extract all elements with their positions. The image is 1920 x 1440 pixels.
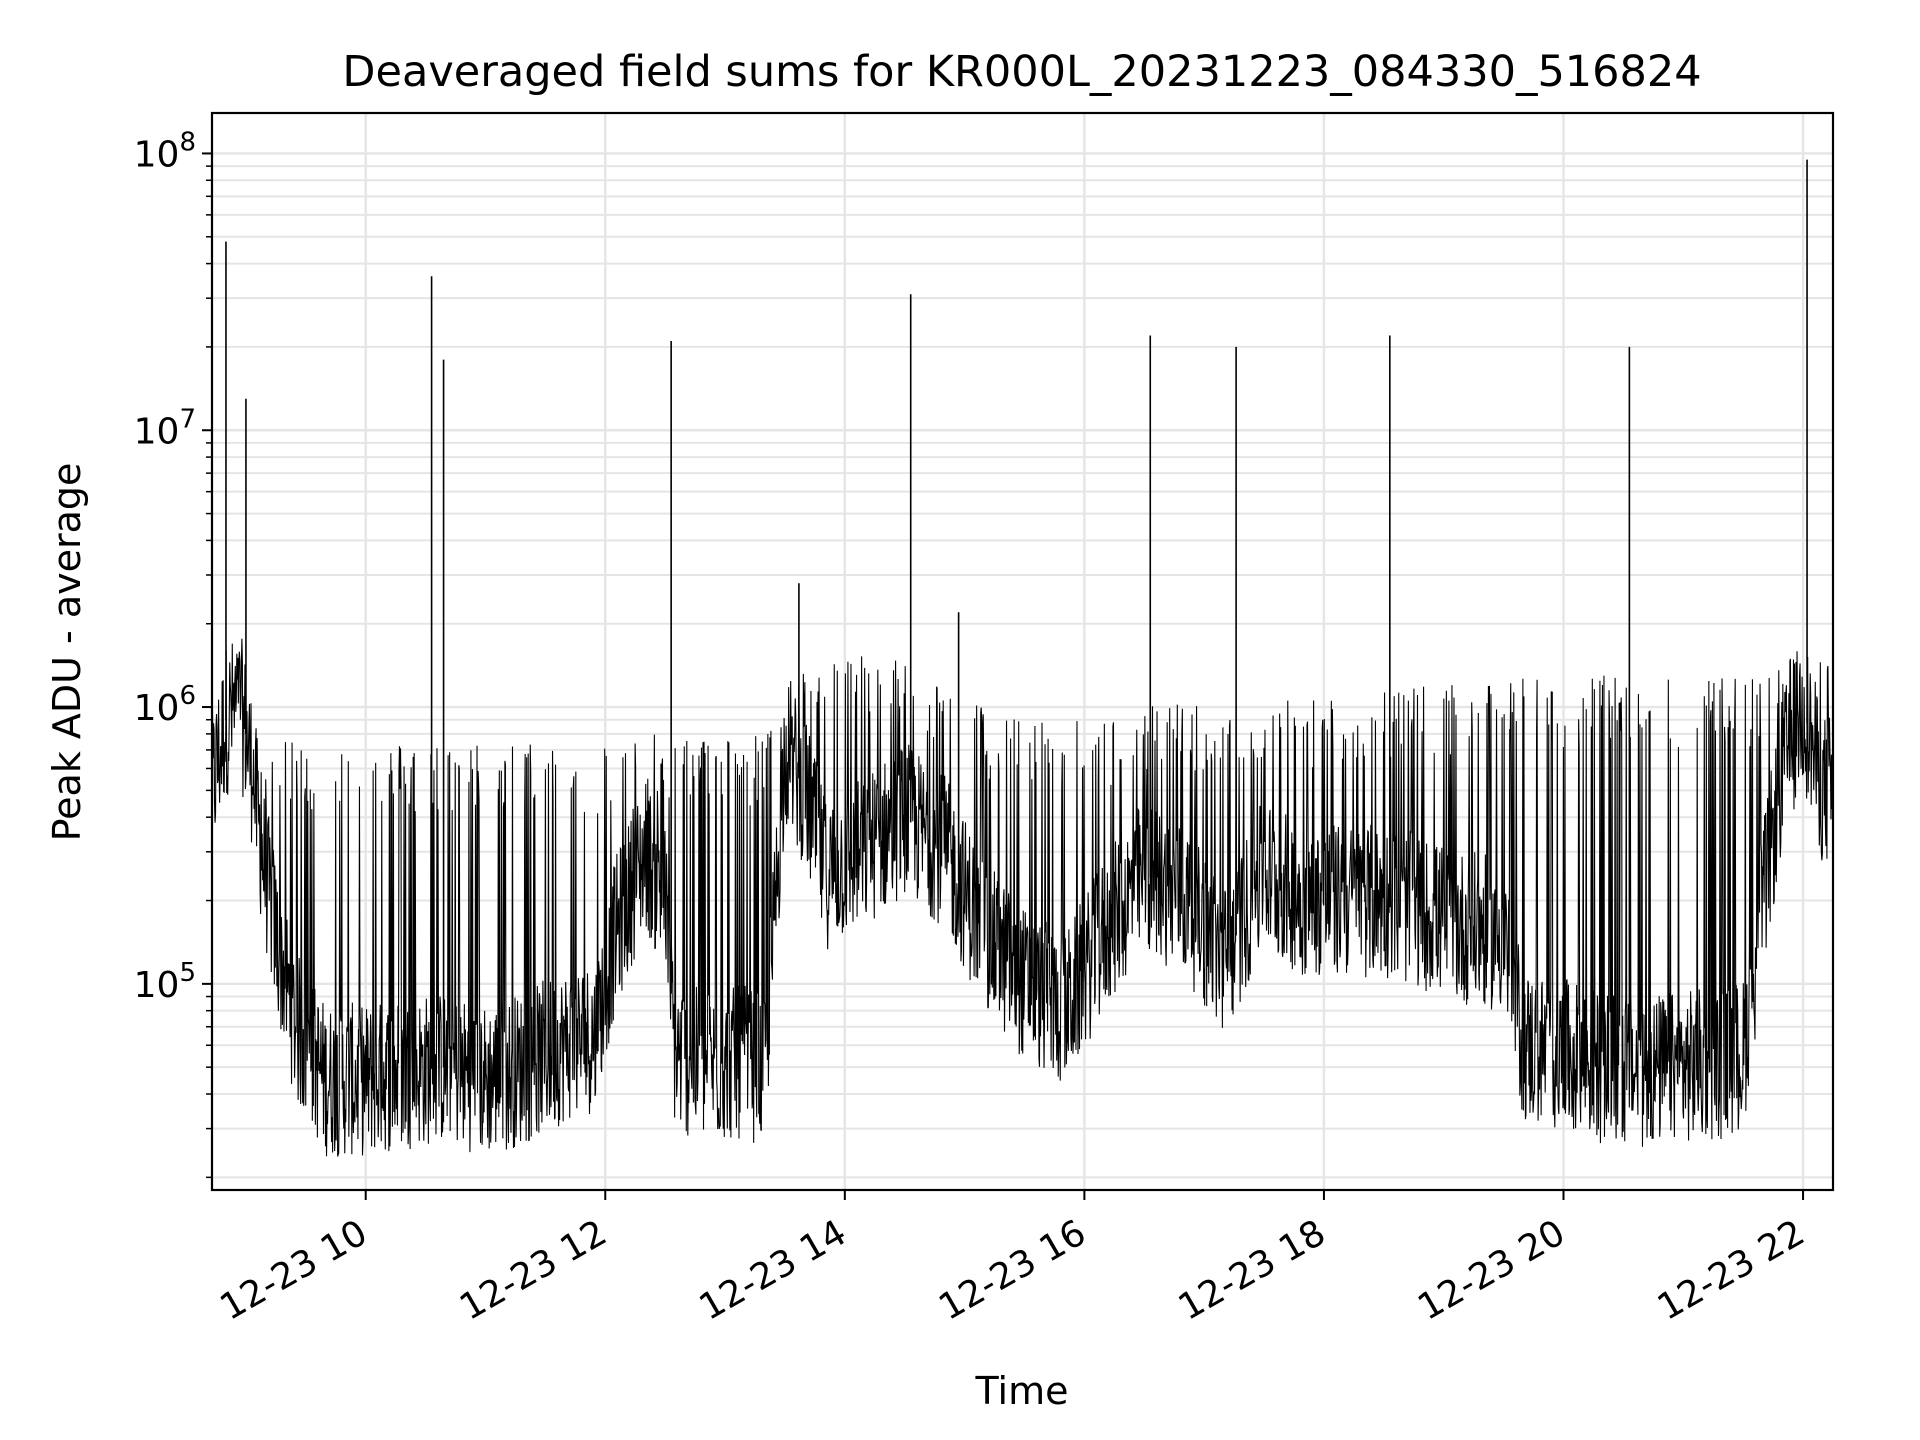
series-line [212,638,1833,1157]
x-axis-label: Time [975,1369,1069,1413]
x-tick-label: 12-23 10 [214,1212,375,1328]
y-tick-label: 107 [134,404,196,452]
plot-frame [210,111,1835,1192]
y-tick-label: 105 [134,958,196,1006]
x-tick-label: 12-23 22 [1651,1212,1812,1328]
series-layer [212,159,1833,1157]
plot-area [212,159,1833,1157]
chart-title: Deaveraged field sums for KR000L_2023122… [342,47,1701,97]
y-axis-label: Peak ADU - average [45,463,89,842]
x-axis: 12-23 10 12-23 12 12-23 14 12-23 16 12-23 18… [214,1190,1812,1329]
x-tick-label: 12-23 18 [1172,1212,1333,1328]
y-tick-label: 108 [134,127,196,175]
x-tick-label: 12-23 20 [1411,1212,1572,1328]
x-tick-label: 12-23 16 [932,1212,1093,1328]
x-tick-label: 12-23 14 [693,1212,854,1328]
y-axis: 105 106 107 108 [134,127,212,1179]
y-tick-label: 106 [134,681,196,729]
x-tick-label: 12-23 12 [453,1212,614,1328]
